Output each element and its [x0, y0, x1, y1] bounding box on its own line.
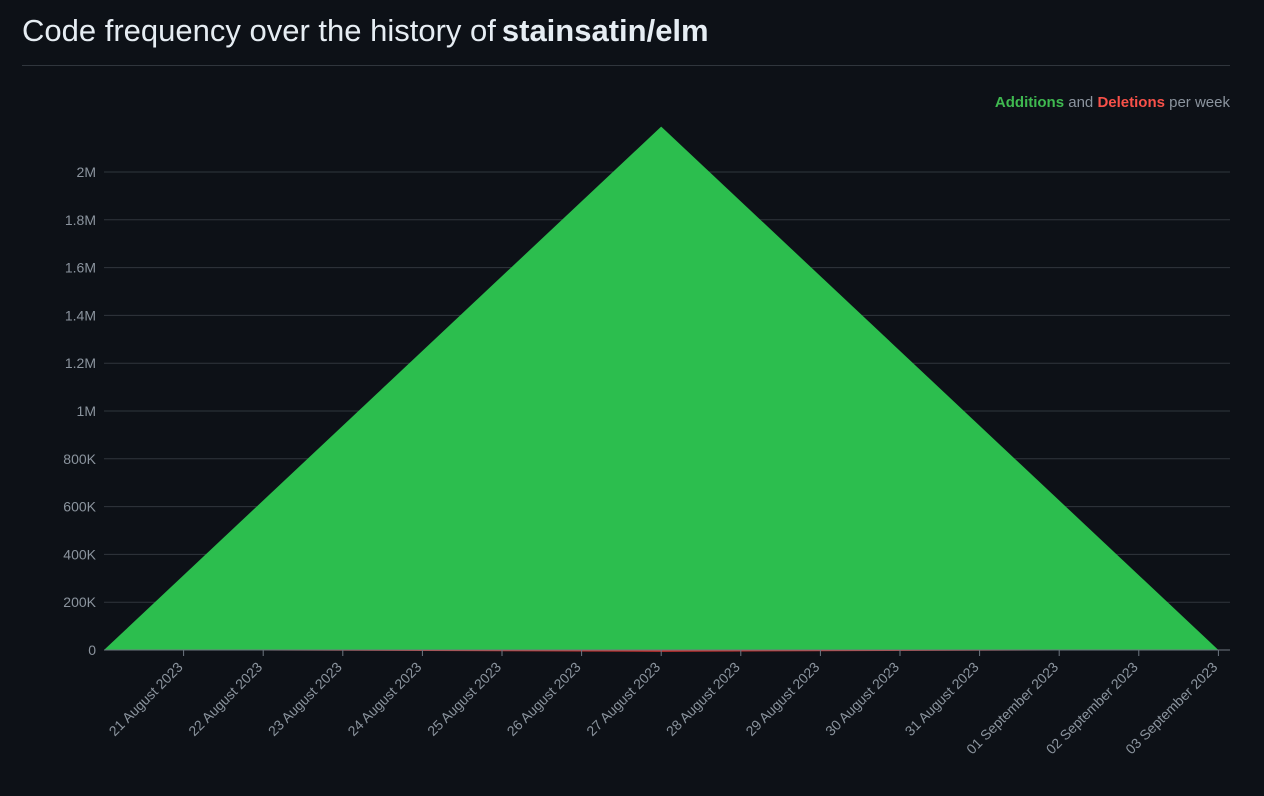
- legend-deletions: Deletions: [1097, 94, 1165, 111]
- y-tick-label: 1.2M: [65, 355, 96, 371]
- y-tick-label: 400K: [63, 546, 96, 562]
- title-prefix: Code frequency over the history of: [22, 13, 496, 48]
- chart-legend: Additions and Deletions per week: [995, 94, 1230, 111]
- x-tick-label: 24 August 2023: [344, 659, 424, 739]
- y-tick-label: 1.6M: [65, 260, 96, 276]
- legend-additions: Additions: [994, 94, 1065, 111]
- x-tick-label: 27 August 2023: [583, 659, 663, 739]
- legend-suffix: per week: [1169, 94, 1230, 111]
- x-tick-label: 21 August 2023: [106, 659, 186, 739]
- legend-and: and: [1068, 94, 1094, 111]
- x-tick-label: 22 August 2023: [185, 659, 265, 739]
- x-tick-label: 26 August 2023: [504, 659, 584, 739]
- y-tick-label: 1M: [77, 403, 96, 419]
- page-title: Code frequency over the history of stains…: [22, 10, 1230, 52]
- x-tick-label: 30 August 2023: [822, 659, 902, 739]
- y-tick-label: 1.4M: [65, 307, 96, 323]
- page-header: Code frequency over the history of stains…: [22, 10, 1230, 66]
- y-tick-label: 200K: [63, 594, 96, 610]
- x-tick-label: 23 August 2023: [265, 659, 345, 739]
- additions-area: [104, 126, 1219, 651]
- y-tick-label: 1.8M: [65, 212, 96, 228]
- y-tick-label: 2M: [77, 164, 96, 180]
- x-tick-label: 25 August 2023: [424, 659, 504, 739]
- x-tick-label: 31 August 2023: [902, 659, 982, 739]
- y-tick-label: 0: [88, 642, 96, 658]
- x-tick-label: 29 August 2023: [742, 659, 822, 739]
- y-tick-label: 800K: [63, 451, 96, 467]
- y-tick-label: 600K: [63, 499, 96, 515]
- x-tick-label: 28 August 2023: [663, 659, 743, 739]
- repo-name: stainsatin/elm: [501, 13, 709, 48]
